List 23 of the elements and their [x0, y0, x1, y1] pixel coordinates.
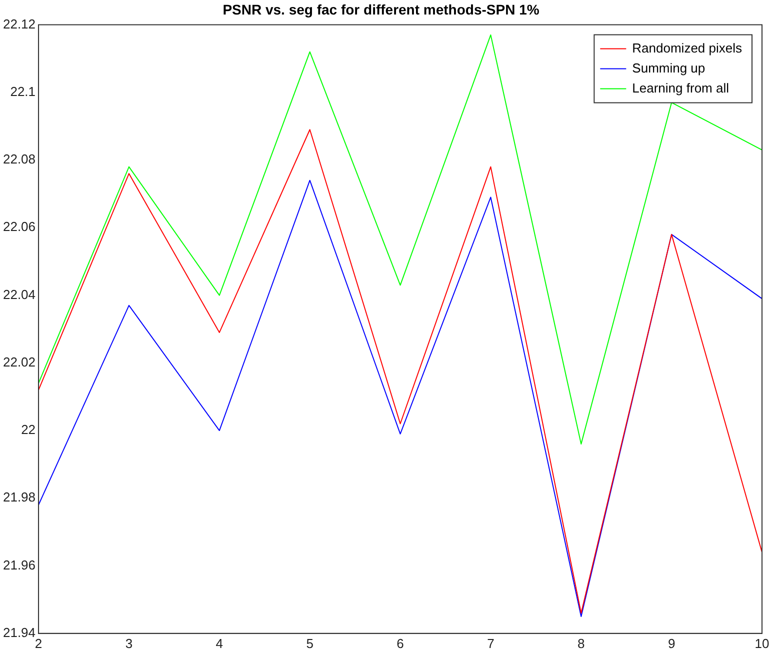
x-tick-label: 3 [125, 636, 133, 651]
x-tick-label: 7 [487, 636, 494, 651]
x-tick-label: 8 [578, 636, 585, 651]
x-tick-label: 4 [216, 636, 224, 651]
y-tick-label: 21.94 [2, 624, 36, 640]
legend-label: Summing up [632, 60, 706, 76]
y-tick-label: 21.98 [2, 490, 36, 505]
x-tick-label: 10 [754, 636, 770, 651]
legend-label: Randomized pixels [632, 40, 742, 56]
x-tick-label: 5 [306, 636, 314, 651]
y-tick-label: 22.04 [2, 286, 36, 302]
y-tick-label: 22.1 [10, 84, 36, 99]
y-tick-label: 22.12 [2, 16, 36, 32]
y-tick-label: 21.96 [2, 557, 36, 572]
y-tick-label: 22.02 [2, 354, 36, 370]
legend-label: Learning from all [632, 80, 730, 96]
x-tick-label: 6 [396, 636, 404, 651]
x-tick-label: 2 [34, 636, 42, 651]
y-tick-label: 22.06 [2, 219, 36, 234]
chart-title: PSNR vs. seg fac for different methods-SPN 1% [222, 1, 540, 18]
x-tick-label: 9 [668, 636, 676, 651]
y-tick-label: 22 [21, 422, 36, 438]
y-tick-label: 22.08 [2, 152, 36, 167]
